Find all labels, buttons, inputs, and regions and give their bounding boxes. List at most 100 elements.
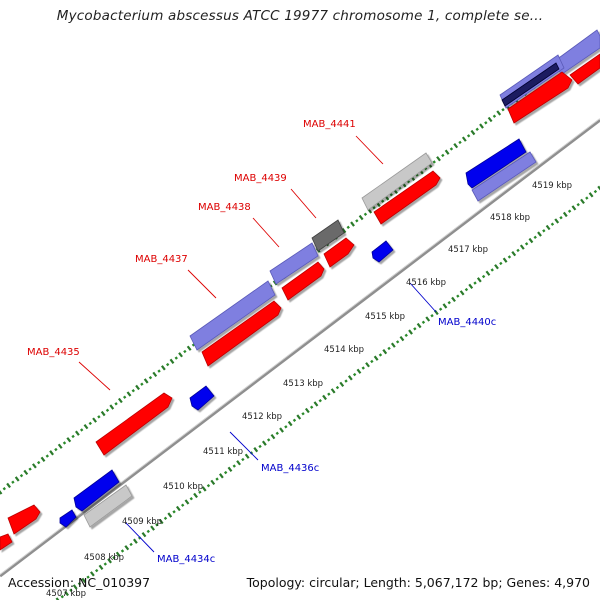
major-tick bbox=[545, 224, 551, 231]
feature-block[interactable] bbox=[281, 261, 325, 301]
feature-block-reverse[interactable] bbox=[371, 240, 394, 263]
leader-line bbox=[229, 431, 259, 461]
major-tick bbox=[92, 417, 97, 423]
leader-line bbox=[252, 217, 280, 248]
minor-tick bbox=[499, 261, 503, 266]
minor-tick bbox=[372, 206, 376, 210]
feature-block[interactable] bbox=[373, 170, 441, 225]
major-tick bbox=[339, 381, 345, 388]
minor-tick bbox=[593, 189, 598, 194]
major-tick bbox=[107, 558, 112, 564]
minor-tick bbox=[241, 457, 245, 462]
major-tick bbox=[141, 531, 147, 538]
minor-tick bbox=[28, 467, 32, 471]
minor-tick bbox=[148, 375, 153, 380]
major-tick bbox=[244, 453, 250, 459]
feature-block-gray[interactable] bbox=[83, 484, 133, 528]
minor-tick bbox=[542, 229, 546, 233]
minor-tick bbox=[11, 480, 15, 484]
major-tick bbox=[459, 290, 465, 296]
gene-label-mab-4435[interactable]: MAB_4435 bbox=[27, 347, 80, 358]
gene-label-mab-4438[interactable]: MAB_4438 bbox=[198, 202, 251, 213]
major-tick bbox=[279, 427, 284, 433]
minor-tick bbox=[163, 516, 168, 520]
major-tick bbox=[554, 218, 560, 224]
major-tick bbox=[143, 378, 149, 384]
minor-tick bbox=[165, 362, 170, 367]
tick-label: 4516 kbp bbox=[406, 278, 446, 288]
minor-tick bbox=[501, 108, 505, 112]
minor-tick bbox=[19, 473, 24, 478]
feature-block[interactable] bbox=[323, 237, 355, 268]
major-tick bbox=[23, 469, 29, 476]
feature-block-dark[interactable] bbox=[311, 219, 345, 252]
major-tick bbox=[408, 329, 413, 335]
minor-tick bbox=[86, 575, 90, 579]
feature-block[interactable] bbox=[507, 71, 573, 124]
major-tick bbox=[358, 214, 364, 221]
major-tick bbox=[160, 365, 166, 371]
gene-label-mab-4441[interactable]: MAB_4441 bbox=[303, 119, 356, 130]
feature-block[interactable] bbox=[471, 151, 537, 202]
minor-tick bbox=[585, 196, 589, 200]
minor-tick bbox=[441, 153, 445, 158]
feature-block-reverse[interactable] bbox=[73, 469, 120, 512]
minor-tick bbox=[95, 568, 99, 573]
major-tick bbox=[81, 577, 87, 584]
major-tick bbox=[201, 486, 207, 492]
feature-block[interactable] bbox=[569, 53, 600, 85]
major-tick bbox=[210, 479, 216, 486]
minor-tick bbox=[344, 379, 348, 383]
minor-tick bbox=[301, 412, 305, 416]
minor-tick bbox=[492, 114, 497, 118]
feature-block-gray[interactable] bbox=[361, 152, 433, 211]
major-tick bbox=[485, 270, 491, 276]
feature-block[interactable] bbox=[189, 280, 276, 351]
major-tick bbox=[6, 482, 11, 489]
major-tick bbox=[479, 123, 484, 129]
minor-tick bbox=[567, 209, 572, 213]
minor-tick bbox=[481, 274, 486, 279]
gene-label-mab-4436c[interactable]: MAB_4436c bbox=[261, 463, 319, 474]
gene-label-mab-4434c[interactable]: MAB_4434c bbox=[157, 554, 215, 565]
major-tick bbox=[571, 205, 577, 211]
major-tick bbox=[109, 404, 115, 410]
minor-tick bbox=[60, 595, 64, 599]
minor-tick bbox=[309, 405, 314, 409]
major-tick bbox=[135, 384, 140, 391]
feature-block-reverse[interactable] bbox=[465, 138, 527, 189]
backbone-line bbox=[0, 118, 600, 578]
gene-label-mab-4437[interactable]: MAB_4437 bbox=[135, 254, 188, 265]
feature-block[interactable] bbox=[201, 300, 282, 367]
gene-label-mab-4439[interactable]: MAB_4439 bbox=[234, 173, 287, 184]
major-tick bbox=[382, 349, 388, 355]
feature-block[interactable] bbox=[269, 242, 319, 285]
gene-label-mab-4440c[interactable]: MAB_4440c bbox=[438, 317, 496, 328]
minor-tick bbox=[370, 359, 374, 364]
minor-tick bbox=[361, 366, 365, 370]
leader-line bbox=[78, 361, 111, 391]
minor-tick bbox=[77, 581, 82, 586]
feature-block[interactable] bbox=[7, 504, 41, 535]
major-tick bbox=[416, 322, 422, 329]
major-tick bbox=[356, 368, 362, 374]
inner-tick-ring bbox=[55, 185, 600, 600]
minor-tick bbox=[88, 421, 92, 426]
feature-block-reverse[interactable] bbox=[189, 385, 215, 411]
minor-tick bbox=[155, 523, 159, 527]
feature-block-reverse[interactable] bbox=[59, 509, 77, 528]
feature-block[interactable] bbox=[95, 392, 173, 456]
minor-tick bbox=[112, 555, 116, 560]
major-tick bbox=[511, 250, 517, 257]
major-tick bbox=[296, 414, 302, 420]
minor-tick bbox=[206, 483, 211, 488]
minor-tick bbox=[223, 470, 228, 475]
major-tick bbox=[169, 358, 175, 364]
minor-tick bbox=[507, 255, 512, 259]
feature-block[interactable] bbox=[0, 533, 13, 551]
feature-block[interactable] bbox=[501, 62, 560, 107]
minor-tick bbox=[54, 447, 58, 452]
tick-label: 4519 kbp bbox=[532, 181, 572, 191]
leader-line bbox=[409, 282, 437, 313]
minor-tick bbox=[413, 327, 417, 331]
